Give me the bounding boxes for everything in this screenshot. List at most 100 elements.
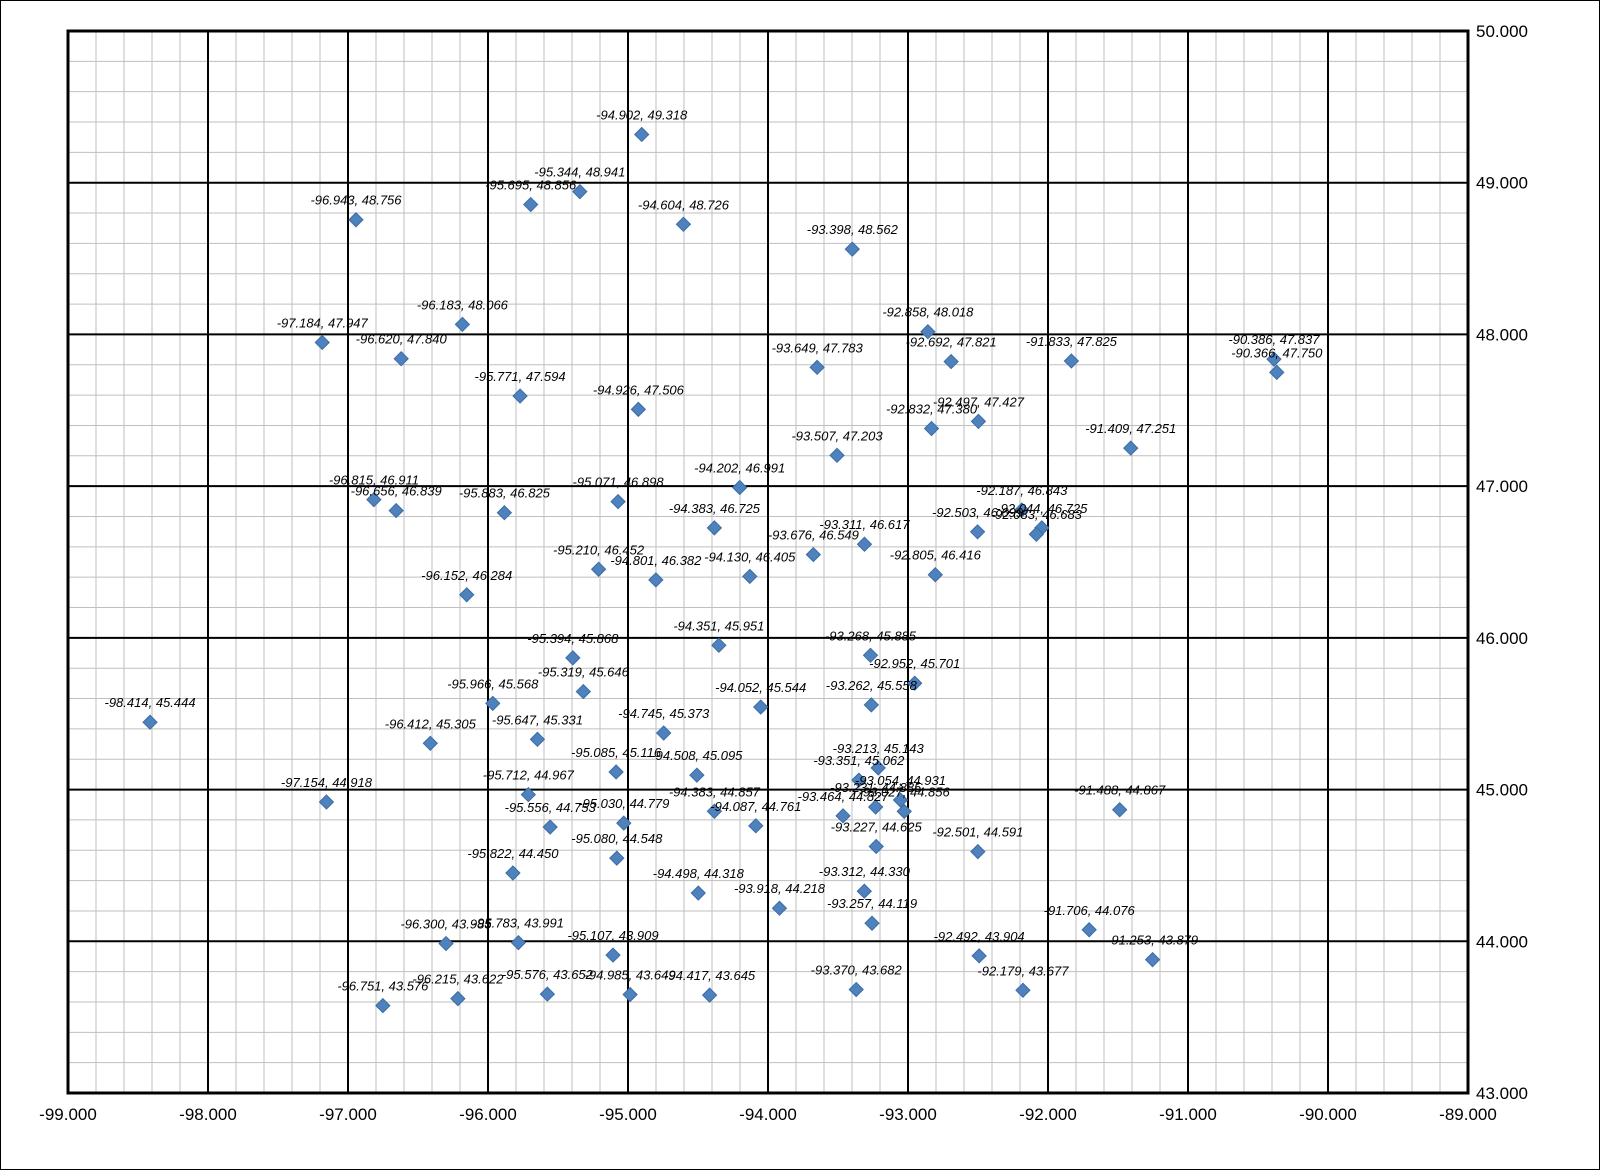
data-point-label: -92.692, 47.821 — [906, 335, 997, 350]
data-point-label: -93.227, 44.625 — [831, 819, 923, 834]
data-point-label: -94.604, 48.726 — [638, 197, 730, 212]
data-point-label: -97.154, 44.918 — [281, 775, 373, 790]
data-point-marker — [630, 401, 647, 418]
data-point-marker — [748, 818, 764, 834]
data-point-marker — [438, 935, 454, 952]
data-point-label: -93.649, 47.783 — [772, 340, 864, 355]
data-point-label: -93.464, 44.827 — [798, 789, 890, 804]
data-point-label: -96.620, 47.840 — [356, 332, 448, 347]
data-point-marker — [969, 524, 986, 540]
data-point-marker — [829, 447, 845, 464]
data-point-marker — [1111, 802, 1128, 818]
data-point-marker — [771, 900, 788, 916]
data-point-marker — [655, 725, 672, 741]
data-point-label: -93.918, 44.218 — [734, 881, 826, 896]
x-tick-label: -94.000 — [739, 1105, 797, 1124]
data-point-marker — [616, 815, 632, 831]
data-point-marker — [701, 987, 718, 1003]
data-point-marker — [366, 491, 382, 508]
data-point-marker — [970, 843, 986, 860]
data-point-label: -90.386, 47.837 — [1228, 332, 1320, 347]
data-point-marker — [844, 241, 860, 257]
data-point-marker — [348, 212, 364, 228]
data-point-marker — [1144, 951, 1161, 968]
data-point-label: -95.210, 46.452 — [553, 542, 645, 557]
x-axis-tick-labels: -99.000 -98.000 -97.000 -96.000 -95.000 -94.0… — [39, 1105, 1497, 1124]
data-point-label: -93.507, 47.203 — [791, 428, 883, 443]
data-point-marker — [923, 420, 940, 437]
x-tick-label: -92.000 — [1019, 1105, 1077, 1124]
y-tick-label: 45.000 — [1476, 781, 1528, 800]
data-point-label: -95.966, 45.568 — [447, 676, 539, 691]
data-point-label: -96.656, 46.839 — [351, 484, 442, 499]
data-point-marker — [711, 637, 727, 653]
data-point-label: -94.202, 46.991 — [694, 461, 785, 476]
data-point-marker — [510, 934, 527, 951]
data-point-label: -94.745, 45.373 — [618, 706, 710, 721]
data-point-marker — [907, 675, 923, 691]
data-point-label: -92.083, 46.683 — [991, 507, 1083, 522]
data-point-marker — [870, 760, 886, 776]
data-point-label: -95.030, 44.779 — [578, 796, 669, 811]
data-point-marker — [867, 799, 884, 815]
data-point-label: -95.556, 44.753 — [505, 800, 597, 815]
data-point-label: -95.071, 46.898 — [573, 475, 665, 490]
data-point-marker — [422, 735, 439, 752]
data-point-marker — [1081, 922, 1097, 938]
data-point-label: -95.080, 44.548 — [571, 831, 663, 846]
y-tick-label: 43.000 — [1476, 1084, 1528, 1103]
data-point-label: -96.751, 43.576 — [337, 979, 429, 994]
x-tick-label: -96.000 — [459, 1105, 517, 1124]
data-point-marker — [706, 803, 723, 819]
data-point-label: -95.107, 43.909 — [567, 928, 658, 943]
data-point-label: -97.184, 47.947 — [277, 315, 369, 330]
data-point-marker — [522, 196, 539, 213]
y-tick-label: 47.000 — [1476, 477, 1528, 496]
x-tick-label: -93.000 — [879, 1105, 937, 1124]
data-point-label: -95.344, 48.941 — [534, 165, 625, 180]
data-point-label: -95.822, 44.450 — [467, 846, 559, 861]
x-tick-label: -99.000 — [39, 1105, 97, 1124]
data-point-marker — [892, 792, 909, 808]
data-point-marker — [856, 536, 873, 552]
data-point-marker — [970, 413, 987, 430]
data-point-marker — [920, 323, 936, 340]
data-point-label: -91.706, 44.076 — [1044, 903, 1136, 918]
data-point-marker — [1266, 351, 1282, 367]
data-point-marker — [675, 216, 692, 232]
data-point-label: -95.771, 47.594 — [475, 369, 566, 384]
data-point-marker — [459, 587, 475, 603]
data-point-marker — [572, 183, 588, 200]
data-point-marker — [575, 683, 592, 700]
data-point-label: -93.351, 45.062 — [813, 753, 905, 768]
data-point-marker — [971, 948, 987, 964]
data-point-label: -91.253, 43.879 — [1107, 933, 1198, 948]
data-point-label: -96.815, 46.911 — [329, 473, 419, 488]
data-point-label: -94.087, 44.761 — [710, 799, 801, 814]
data-point-label: -94.383, 46.725 — [669, 501, 761, 516]
data-point-label: -94.508, 45.095 — [651, 748, 743, 763]
data-point-marker — [851, 772, 867, 788]
data-point-label: -92.044, 46.725 — [996, 501, 1088, 516]
data-point-marker — [512, 388, 528, 404]
data-point-marker — [142, 714, 158, 730]
x-tick-label: -95.000 — [599, 1105, 657, 1124]
data-point-label: -95.576, 43.652 — [502, 967, 594, 982]
data-point-marker — [732, 479, 748, 496]
data-point-label: -95.394, 45.868 — [527, 631, 619, 646]
data-point-marker — [864, 915, 880, 931]
x-tick-label: -89.000 — [1439, 1105, 1497, 1124]
data-points — [142, 126, 1285, 1014]
data-point-marker — [485, 695, 501, 712]
data-point-marker — [862, 647, 879, 664]
data-point-marker — [1015, 982, 1031, 998]
data-point-label: -93.311, 46.617 — [819, 517, 910, 532]
data-point-label: -94.351, 45.951 — [673, 618, 764, 633]
data-point-marker — [529, 731, 546, 748]
data-point-label: -96.152, 46.284 — [421, 568, 512, 583]
data-point-marker — [505, 865, 521, 881]
data-point-marker — [393, 350, 409, 367]
data-point-label: -90.366, 47.750 — [1231, 345, 1323, 360]
data-point-marker — [690, 885, 706, 901]
minor-gridlines — [68, 31, 1468, 1093]
